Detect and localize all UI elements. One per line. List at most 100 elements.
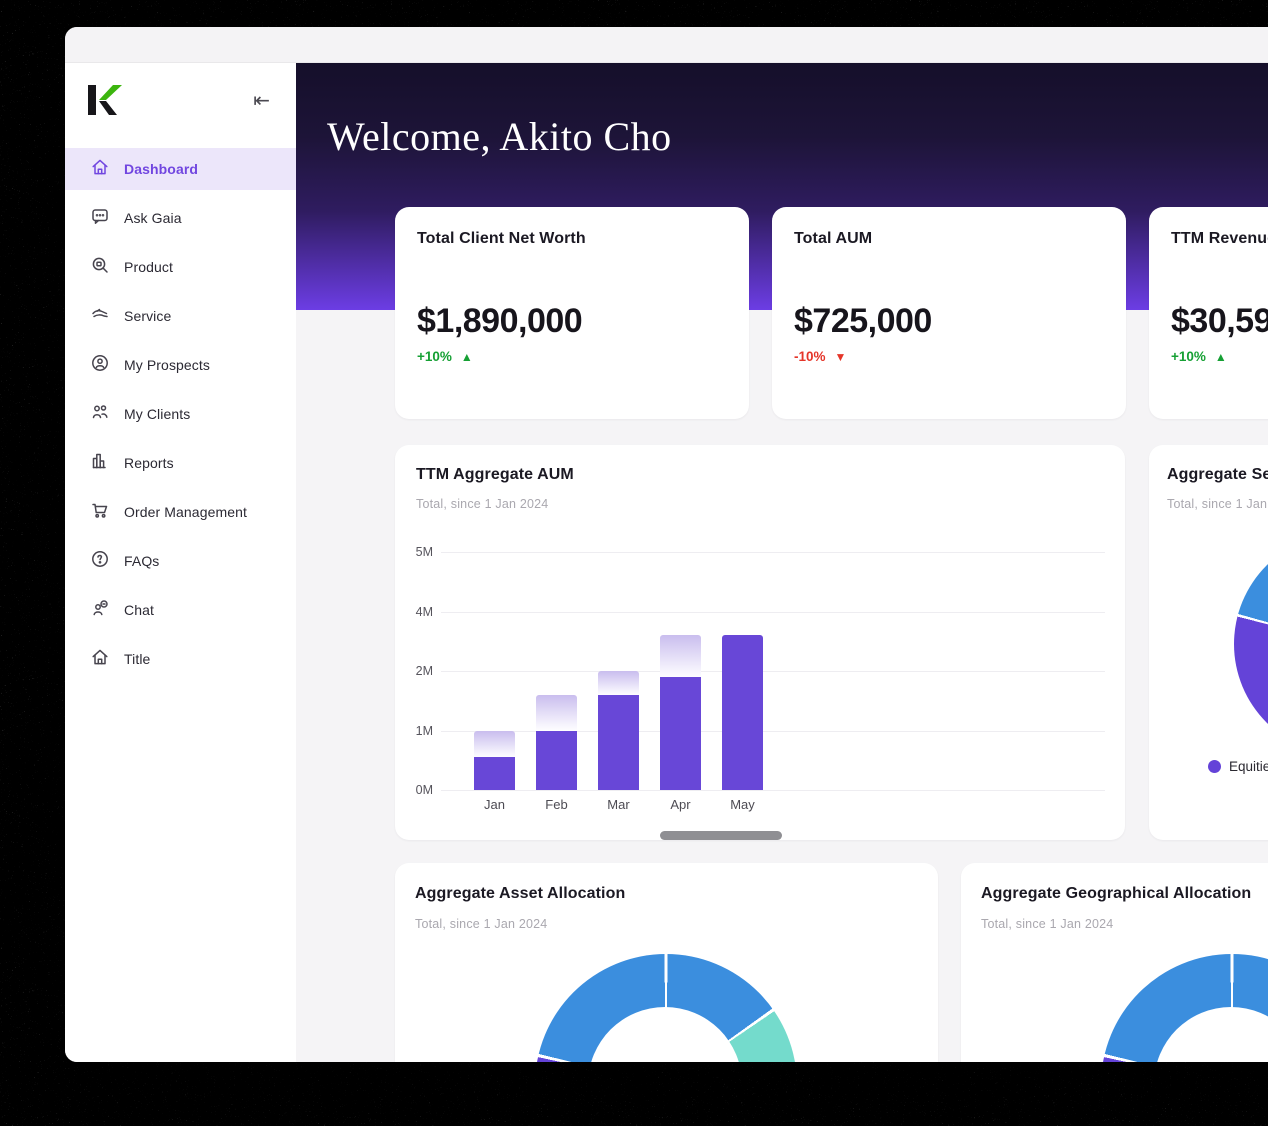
gridline (441, 730, 1105, 732)
sidebar-item-product[interactable]: Product (65, 246, 296, 288)
person-circle-icon (90, 353, 110, 378)
chart-subtitle: Total, since 1 Jan 2024 (415, 917, 548, 931)
sidebar-item-label: My Prospects (124, 357, 210, 373)
donut-legend-row: EquitiesReal estate (1208, 759, 1268, 774)
bar-chart-plot: 0M 1M 2M 4M 5M Jan Feb Mar Apr May (395, 445, 1125, 840)
y-axis-tick-label: 4M (415, 604, 433, 619)
cart-icon (90, 500, 110, 525)
sidebar-item-my-clients[interactable]: My Clients (65, 393, 296, 435)
sidebar: ⇤ Dashboard Ask Gaia Product Service My Pros… (65, 63, 296, 1062)
stat-card-title: Total Client Net Worth (417, 230, 586, 247)
people-icon (90, 402, 110, 427)
chart-subtitle: Total, since 1 Jan 2024 (981, 917, 1114, 931)
sidebar-item-order-management[interactable]: Order Management (65, 491, 296, 533)
x-axis-tick-label: Apr (670, 797, 691, 812)
gridline (441, 790, 1105, 791)
bar-cap-mar (598, 671, 639, 695)
sidebar-item-my-prospects[interactable]: My Prospects (65, 344, 296, 386)
stat-card-title: Total AUM (794, 230, 873, 247)
sidebar-item-label: Service (124, 308, 172, 324)
sidebar-item-title[interactable]: Title (65, 638, 296, 680)
chart-subtitle: Total, since 1 Jan 2024 (416, 497, 549, 511)
stat-card-total-aum: Total AUM $725,000 -10% ▼ (772, 207, 1126, 419)
sidebar-item-label: Order Management (124, 504, 247, 520)
stat-card-total-client-net-worth: Total Client Net Worth $1,890,000 +10% ▲ (395, 207, 749, 419)
collapse-sidebar-icon[interactable]: ⇤ (253, 88, 270, 112)
aggregate-geographical-allocation-card: Aggregate Geographical Allocation Total,… (961, 863, 1268, 1062)
chart-title: Aggregate Geographical Allocation (981, 885, 1252, 902)
home-icon (90, 157, 110, 182)
aggregate-asset-allocation-card: Aggregate Asset Allocation Total, since … (395, 863, 938, 1062)
stat-card-value: $30,598 (1171, 302, 1268, 340)
sidebar-item-label: FAQs (124, 553, 160, 569)
sidebar-item-chat[interactable]: Chat (65, 589, 296, 631)
stat-card-ttm-revenue: TTM Revenue $30,598 +10% ▲ (1149, 207, 1268, 419)
sidebar-item-label: Chat (124, 602, 154, 618)
stat-card-delta: +10% ▲ (1171, 349, 1227, 364)
person-chat-icon (90, 598, 110, 623)
sidebar-item-reports[interactable]: Reports (65, 442, 296, 484)
sidebar-item-label: My Clients (124, 406, 191, 422)
legend-item-equities: Equities (1208, 759, 1268, 774)
chat-bubble-icon (90, 206, 110, 231)
legend-dot (1208, 760, 1221, 773)
bar-jan (474, 757, 515, 790)
gridline (441, 611, 1105, 613)
bar-feb (536, 730, 577, 790)
stat-card-delta: -10% ▼ (794, 349, 846, 364)
help-circle-icon (90, 549, 110, 574)
main-content: Welcome, Akito Cho Total Client Net Wort… (296, 63, 1268, 1062)
horizontal-scrollbar-thumb[interactable] (660, 831, 782, 840)
stat-card-delta: +10% ▲ (417, 349, 473, 364)
delta-percent: +10% (1171, 349, 1206, 364)
chart-title: Aggregate Asset Allocation (415, 885, 626, 902)
chart-subtitle: Total, since 1 Jan 2024 (1167, 497, 1268, 511)
gridline (441, 552, 1105, 553)
window-titlebar (65, 27, 1268, 76)
search-box-icon (90, 255, 110, 280)
arrow-down-icon: ▼ (834, 349, 847, 364)
arrow-up-icon: ▲ (460, 349, 473, 364)
sidebar-item-ask-gaia[interactable]: Ask Gaia (65, 197, 296, 239)
bar-cap-apr (660, 635, 701, 677)
sidebar-item-label: Title (124, 651, 151, 667)
sector-allocation-donut (1234, 533, 1268, 755)
sidebar-item-label: Product (124, 259, 173, 275)
y-axis-tick-label: 0M (415, 783, 433, 797)
stat-card-value: $1,890,000 (417, 302, 583, 340)
sidebar-item-label: Ask Gaia (124, 210, 182, 226)
welcome-heading: Welcome, Akito Cho (327, 114, 672, 159)
x-axis-tick-label: Jan (484, 797, 505, 812)
sidebar-item-faqs[interactable]: FAQs (65, 540, 296, 582)
aggregate-sector-allocation-card: Aggregate Sector Allocation Total, since… (1149, 445, 1268, 840)
y-axis-tick-label: 5M (415, 545, 433, 559)
delta-percent: -10% (794, 349, 826, 364)
chart-title: Aggregate Sector Allocation (1167, 466, 1268, 483)
sidebar-menu: Dashboard Ask Gaia Product Service My Prospe… (65, 148, 296, 687)
company-logo-k (88, 85, 122, 115)
arrow-up-icon: ▲ (1214, 349, 1227, 364)
chart-title: TTM Aggregate AUM (416, 466, 574, 483)
sidebar-item-dashboard[interactable]: Dashboard (65, 148, 296, 190)
stat-card-value: $725,000 (794, 302, 932, 340)
y-axis-tick-label: 1M (415, 723, 433, 738)
sidebar-item-label: Reports (124, 455, 174, 471)
x-axis-tick-label: May (730, 797, 755, 812)
bar-cap-feb (536, 694, 577, 731)
bar-may (722, 635, 763, 790)
gridline (441, 671, 1105, 672)
sidebar-item-service[interactable]: Service (65, 295, 296, 337)
ttm-aggregate-aum-card: TTM Aggregate AUM Total, since 1 Jan 202… (395, 445, 1125, 840)
hand-icon (90, 304, 110, 329)
y-axis-tick-label: 2M (415, 664, 433, 678)
bar-chart-icon (90, 451, 110, 476)
x-axis-tick-label: Feb (545, 797, 568, 812)
sidebar-item-label: Dashboard (124, 161, 199, 177)
stat-card-title: TTM Revenue (1171, 230, 1268, 247)
app-window: ⇤ Dashboard Ask Gaia Product Service My Pros… (65, 27, 1268, 1062)
legend-label: Equities (1229, 759, 1268, 774)
x-axis-tick-label: Mar (607, 797, 630, 812)
delta-percent: +10% (417, 349, 452, 364)
bar-cap-jan (474, 730, 515, 758)
bar-mar (598, 694, 639, 790)
